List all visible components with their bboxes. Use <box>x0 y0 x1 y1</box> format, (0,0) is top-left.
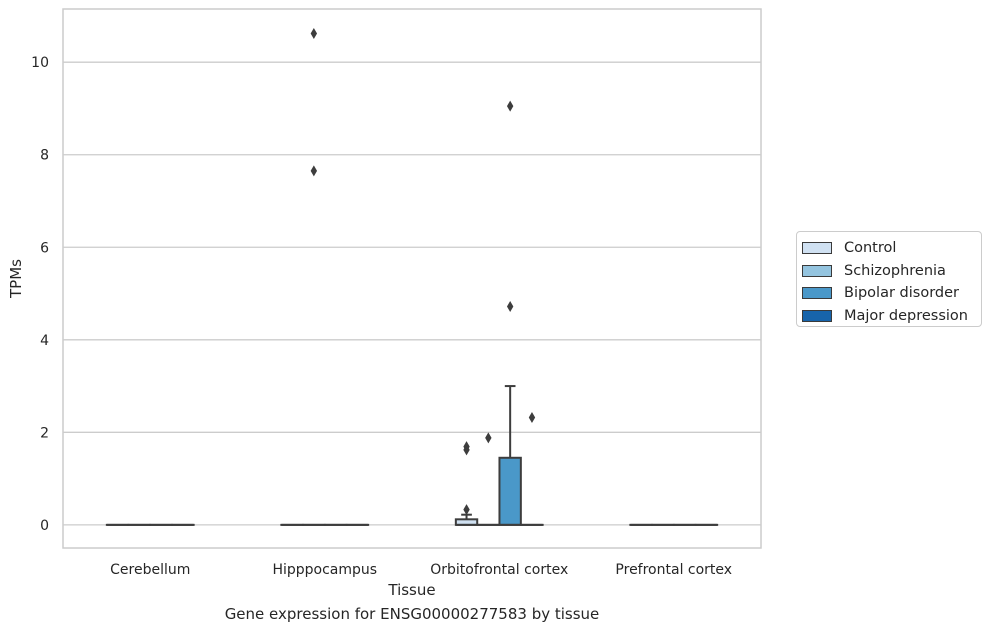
legend: Control Schizophrenia Bipolar disorder Majo… <box>796 231 982 327</box>
tick-labels: 0 2 4 6 8 10 Cerebellum Hipppocampus Orbitofront… <box>31 55 732 578</box>
y-tick-label: 10 <box>31 55 49 71</box>
legend-item: Schizophrenia <box>802 260 981 283</box>
grid-lines <box>63 61 761 526</box>
outlier-point <box>506 100 514 112</box>
chart-caption: Gene expression for ENSG00000277583 by t… <box>224 605 600 623</box>
y-tick-label: 2 <box>40 425 49 441</box>
plot-frame <box>62 8 762 549</box>
legend-label: Major depression <box>844 307 968 324</box>
box-schizophrenia <box>476 432 501 526</box>
x-tick-label: Prefrontal cortex <box>615 562 732 578</box>
legend-swatch <box>802 287 832 300</box>
outlier-point <box>485 432 492 444</box>
outlier-point <box>463 441 470 453</box>
outlier-point <box>506 300 514 312</box>
y-axis-label: TPMs <box>7 259 25 299</box>
x-tick-label: Hipppocampus <box>272 562 377 578</box>
box-control <box>454 441 479 526</box>
x-axis-label: Tissue <box>387 581 435 599</box>
y-tick-label: 0 <box>40 518 49 534</box>
outlier-point <box>310 28 318 40</box>
outlier-point <box>310 165 318 177</box>
y-tick-label: 4 <box>40 333 49 349</box>
box-body <box>498 456 522 526</box>
legend-label: Schizophrenia <box>844 262 946 279</box>
x-tick-label: Cerebellum <box>110 562 190 578</box>
legend-item: Control <box>802 237 981 260</box>
legend-swatch <box>802 264 832 277</box>
y-tick-label: 8 <box>40 148 49 164</box>
outlier-point <box>528 412 536 424</box>
box-bipolar-disorder <box>498 100 522 526</box>
legend-item: Major depression <box>802 305 981 328</box>
outlier-point <box>463 504 470 516</box>
y-tick-label: 6 <box>40 240 49 256</box>
x-tick-label: Orbitofrontal cortex <box>430 562 568 578</box>
legend-item: Bipolar disorder <box>802 282 981 305</box>
legend-label: Control <box>844 240 897 257</box>
box-schizophrenia <box>302 28 326 526</box>
legend-swatch <box>802 242 832 255</box>
box-major-depression <box>520 412 544 526</box>
legend-label: Bipolar disorder <box>844 285 959 302</box>
legend-swatch <box>802 309 832 322</box>
boxes <box>105 28 719 526</box>
